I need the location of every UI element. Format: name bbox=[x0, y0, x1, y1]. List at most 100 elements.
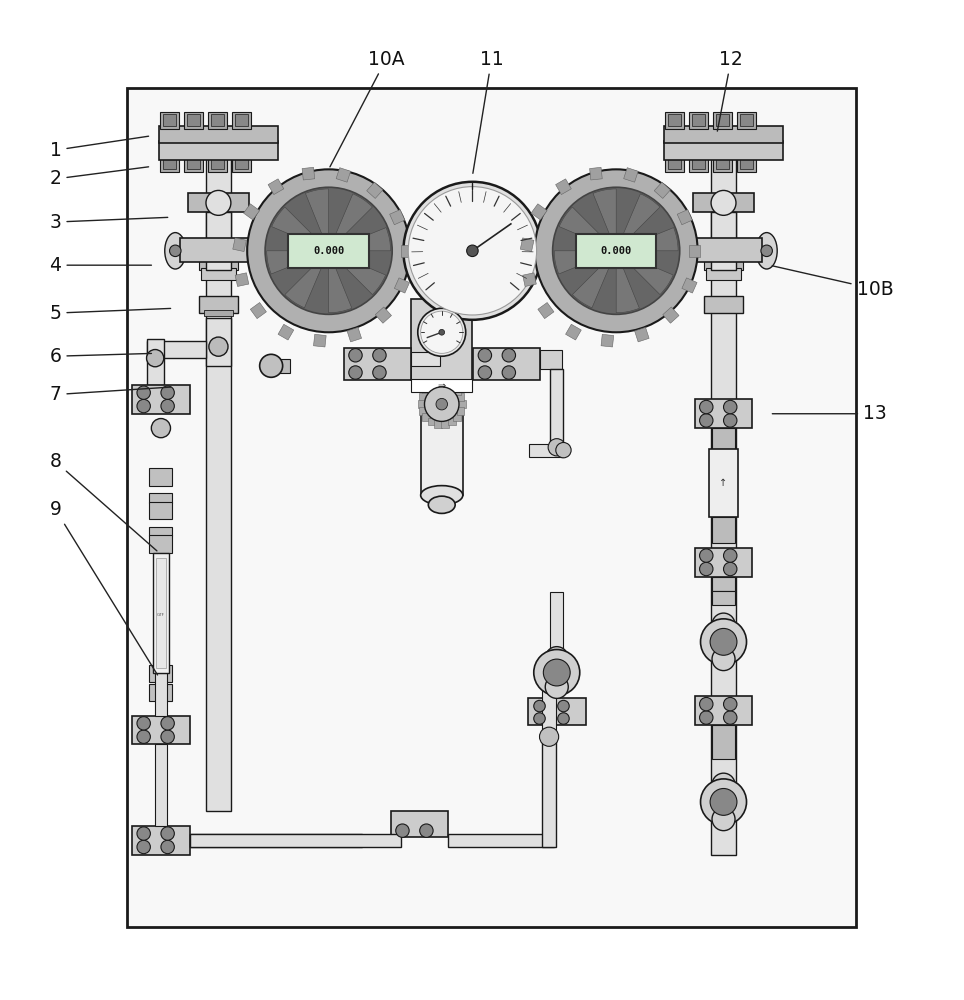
Circle shape bbox=[161, 827, 174, 840]
Bar bbox=[473, 348, 541, 380]
Bar bbox=[234, 114, 248, 126]
Bar bbox=[712, 591, 735, 605]
Circle shape bbox=[558, 713, 569, 724]
Bar bbox=[208, 155, 228, 172]
Circle shape bbox=[349, 349, 362, 362]
Bar bbox=[420, 265, 463, 294]
Text: 5: 5 bbox=[49, 304, 171, 323]
Bar bbox=[698, 244, 711, 257]
Ellipse shape bbox=[165, 233, 186, 269]
Bar bbox=[235, 273, 249, 286]
Bar bbox=[711, 145, 736, 855]
Bar bbox=[163, 158, 176, 169]
Bar bbox=[566, 324, 581, 340]
Bar bbox=[705, 260, 742, 270]
Bar bbox=[668, 114, 682, 126]
Circle shape bbox=[373, 349, 387, 362]
Circle shape bbox=[701, 619, 746, 665]
Circle shape bbox=[151, 419, 171, 438]
Bar bbox=[156, 558, 166, 668]
Circle shape bbox=[419, 824, 433, 837]
Wedge shape bbox=[329, 251, 386, 295]
Bar bbox=[624, 168, 638, 182]
Bar bbox=[442, 420, 449, 428]
Bar bbox=[313, 334, 326, 347]
Circle shape bbox=[546, 647, 568, 670]
Bar bbox=[401, 245, 413, 257]
Bar bbox=[435, 420, 442, 428]
Bar bbox=[655, 182, 670, 198]
Bar bbox=[736, 112, 756, 129]
Circle shape bbox=[552, 187, 680, 314]
Circle shape bbox=[712, 773, 735, 796]
Circle shape bbox=[265, 187, 392, 314]
Circle shape bbox=[170, 245, 181, 257]
Circle shape bbox=[700, 549, 713, 562]
Text: 12: 12 bbox=[717, 50, 743, 131]
Ellipse shape bbox=[756, 233, 777, 269]
Bar bbox=[163, 114, 176, 126]
Bar bbox=[689, 112, 709, 129]
Circle shape bbox=[161, 840, 174, 854]
Bar bbox=[739, 114, 753, 126]
Bar bbox=[206, 141, 231, 811]
Bar bbox=[664, 141, 783, 160]
Bar bbox=[602, 334, 614, 347]
Bar bbox=[160, 112, 179, 129]
Bar bbox=[692, 114, 706, 126]
Text: 6: 6 bbox=[49, 347, 151, 366]
Bar bbox=[713, 155, 732, 172]
Wedge shape bbox=[573, 251, 616, 308]
Bar bbox=[149, 684, 173, 701]
Bar bbox=[590, 167, 602, 180]
Bar bbox=[234, 158, 248, 169]
Bar bbox=[522, 273, 536, 286]
Text: ⇒: ⇒ bbox=[438, 381, 445, 391]
Bar bbox=[132, 826, 190, 855]
Wedge shape bbox=[329, 194, 372, 251]
Bar bbox=[550, 369, 564, 447]
Bar bbox=[411, 352, 440, 366]
Bar bbox=[347, 327, 362, 342]
Bar bbox=[448, 834, 554, 847]
Circle shape bbox=[724, 562, 736, 576]
Bar bbox=[688, 245, 700, 257]
Bar bbox=[712, 428, 735, 449]
Bar bbox=[711, 212, 736, 270]
Circle shape bbox=[439, 329, 444, 335]
Circle shape bbox=[710, 628, 736, 655]
Circle shape bbox=[724, 549, 736, 562]
Bar bbox=[160, 155, 179, 172]
Circle shape bbox=[700, 697, 713, 711]
Text: 7: 7 bbox=[49, 385, 171, 404]
Bar bbox=[543, 689, 556, 737]
Circle shape bbox=[161, 717, 174, 730]
Bar bbox=[531, 204, 548, 220]
Bar bbox=[682, 278, 697, 293]
Bar bbox=[692, 158, 706, 169]
Bar bbox=[232, 155, 251, 172]
Wedge shape bbox=[616, 194, 660, 251]
Text: 3: 3 bbox=[49, 213, 168, 232]
Bar bbox=[153, 553, 169, 673]
Bar bbox=[302, 167, 314, 180]
Wedge shape bbox=[559, 207, 616, 251]
Text: 9: 9 bbox=[49, 500, 157, 675]
Bar bbox=[208, 112, 228, 129]
Bar bbox=[149, 468, 173, 486]
Bar bbox=[187, 158, 201, 169]
Bar bbox=[288, 234, 369, 268]
Bar bbox=[201, 268, 235, 280]
Text: ↑: ↑ bbox=[719, 478, 728, 488]
Circle shape bbox=[137, 399, 150, 413]
Bar bbox=[528, 698, 585, 725]
Wedge shape bbox=[616, 228, 678, 251]
Bar bbox=[251, 303, 266, 319]
Bar bbox=[736, 155, 756, 172]
Circle shape bbox=[711, 190, 736, 215]
Bar bbox=[435, 381, 442, 388]
Bar bbox=[712, 517, 735, 543]
Wedge shape bbox=[593, 189, 616, 251]
Circle shape bbox=[259, 354, 282, 377]
Bar bbox=[664, 126, 783, 143]
